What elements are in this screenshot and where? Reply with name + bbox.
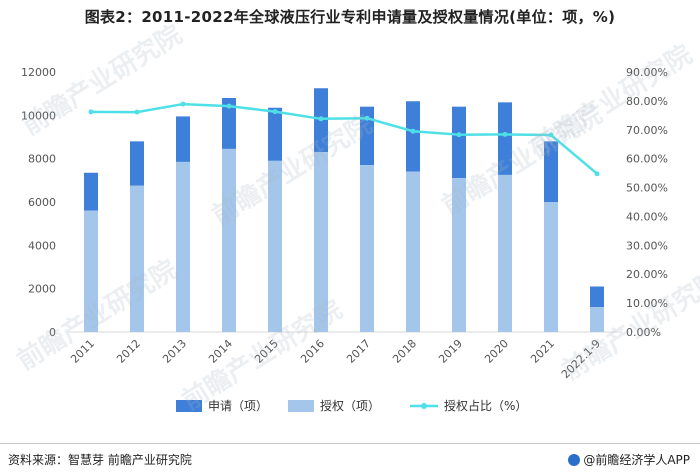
y-right-tick-label: 80.00% xyxy=(626,95,668,108)
x-tick-label: 2012 xyxy=(114,337,143,366)
bar-grant xyxy=(130,185,144,332)
y-left-tick-label: 10000 xyxy=(21,109,56,122)
y-right-tick-label: 0.00% xyxy=(626,326,661,339)
bar-apply xyxy=(84,172,98,211)
bar-apply xyxy=(130,141,144,186)
bar-apply xyxy=(360,106,374,166)
y-right-tick-label: 10.00% xyxy=(626,297,668,310)
bar-apply xyxy=(590,286,604,308)
legend-marker-ratio xyxy=(421,403,427,409)
x-tick-label: 2015 xyxy=(252,337,281,366)
bar-grant xyxy=(84,210,98,332)
y-left-tick-label: 4000 xyxy=(28,239,56,252)
bar-grant xyxy=(314,152,328,332)
bar-apply xyxy=(498,102,512,175)
legend-label-apply: 申请（项） xyxy=(208,399,268,413)
legend-swatch-apply xyxy=(176,400,202,412)
x-tick-label: 2017 xyxy=(344,337,373,366)
y-right-tick-label: 50.00% xyxy=(626,182,668,195)
y-left-tick-label: 12000 xyxy=(21,66,56,79)
point-ratio xyxy=(456,132,462,138)
y-left-tick-label: 2000 xyxy=(28,283,56,296)
bar-apply xyxy=(544,141,558,202)
point-ratio xyxy=(180,101,186,107)
y-left-tick-label: 0 xyxy=(49,326,56,339)
x-tick-label: 2018 xyxy=(390,337,419,366)
brand-logo-icon xyxy=(568,454,581,466)
bar-grant xyxy=(268,160,282,332)
x-tick-label: 2013 xyxy=(160,337,189,366)
point-ratio xyxy=(548,132,554,138)
point-ratio xyxy=(272,109,278,115)
y-right-tick-label: 20.00% xyxy=(626,268,668,281)
point-ratio xyxy=(364,115,370,121)
legend-swatch-grant xyxy=(288,400,314,412)
x-tick-label: 2022.1-9 xyxy=(559,337,603,381)
legend-label-grant: 授权（项） xyxy=(320,398,380,413)
bar-grant xyxy=(360,165,374,332)
bar-grant xyxy=(406,171,420,332)
x-tick-label: 2019 xyxy=(436,337,465,366)
line-ratio xyxy=(90,102,598,175)
bar-apply xyxy=(406,101,420,172)
footer: 资料来源：智慧芽 前瞻产业研究院 @前瞻经济学人APP xyxy=(0,443,700,474)
point-ratio xyxy=(502,131,508,137)
y-right-tick-label: 30.00% xyxy=(626,239,668,252)
point-ratio xyxy=(134,109,140,115)
bar-grant xyxy=(452,178,466,332)
y-right-tick-label: 40.00% xyxy=(626,210,668,223)
bar-grant xyxy=(590,307,604,332)
bar-apply xyxy=(176,116,190,162)
bar-apply xyxy=(222,98,236,149)
y-right-tick-label: 90.00% xyxy=(626,66,668,79)
bar-grant xyxy=(544,202,558,332)
x-tick-label: 2014 xyxy=(206,337,235,366)
bar-grant xyxy=(498,174,512,332)
source-note: 资料来源：智慧芽 前瞻产业研究院 xyxy=(8,453,192,467)
x-tick-label: 2020 xyxy=(482,337,511,366)
bar-grant xyxy=(176,161,190,332)
brand-label: @前瞻经济学人APP xyxy=(568,451,690,468)
y-left-tick-label: 6000 xyxy=(28,196,56,209)
x-tick-label: 2011 xyxy=(68,337,97,366)
chart-title: 图表2：2011-2022年全球液压行业专利申请量及授权量情况(单位：项，%) xyxy=(84,8,616,26)
point-ratio xyxy=(410,128,416,134)
y-right-tick-label: 60.00% xyxy=(626,153,668,166)
bar-apply xyxy=(452,106,466,179)
x-tick-label: 2021 xyxy=(528,337,557,366)
y-left-tick-label: 8000 xyxy=(28,153,56,166)
brand-text: @前瞻经济学人APP xyxy=(583,453,690,467)
x-tick-label: 2016 xyxy=(298,337,327,366)
chart: 0 2000 4000 6000 8000 10000 12000 0.00% 10.00% 20… xyxy=(21,66,668,413)
point-ratio xyxy=(226,103,232,109)
bar-grant xyxy=(222,148,236,332)
y-right-tick-label: 70.00% xyxy=(626,124,668,137)
point-ratio xyxy=(594,171,600,177)
bar-apply xyxy=(268,107,282,161)
point-ratio xyxy=(88,109,94,115)
legend-label-ratio: 授权占比（%） xyxy=(444,398,527,413)
point-ratio xyxy=(318,116,324,122)
